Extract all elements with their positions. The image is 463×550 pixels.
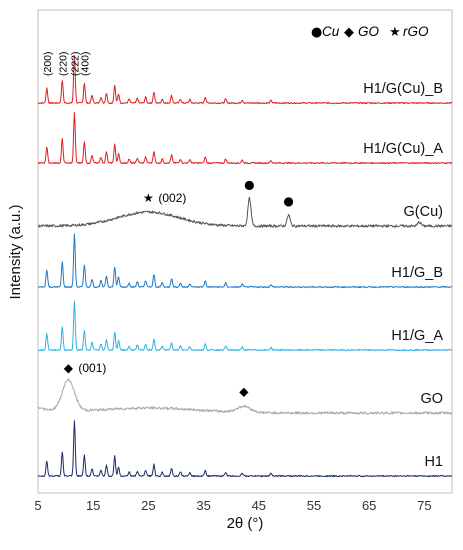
legend-go-label: GO	[358, 24, 380, 39]
x-tick-label-35: 35	[196, 498, 210, 513]
hkl-label-2: (222)	[69, 51, 81, 76]
hkl-label-1: (220)	[57, 51, 69, 76]
legend-go-symbol: ◆	[344, 25, 354, 40]
series-traces	[37, 55, 453, 478]
series-trace-go	[37, 378, 453, 415]
series-trace-h1	[37, 420, 453, 478]
series-labels: H1/G(Cu)_B H1/G(Cu)_A G(Cu) H1/G_B H1/G_A GO H…	[363, 81, 443, 470]
series-label-h1: H1	[424, 454, 443, 470]
x-tick-label-25: 25	[141, 498, 155, 513]
series-label-h1-g-b: H1/G_B	[391, 265, 443, 281]
series-trace-h1-g-b	[37, 233, 453, 289]
legend-cu-label: Cu	[322, 24, 340, 39]
x-tick-label-5: 5	[34, 498, 41, 513]
x-tick-label-55: 55	[307, 498, 321, 513]
series-label-g-cu: G(Cu)	[404, 204, 443, 220]
annotation-label-3: (001)	[78, 361, 106, 375]
x-tick-label-15: 15	[86, 498, 100, 513]
annotation-symbol-4: ◆	[239, 385, 249, 399]
series-trace-h1-g-cu-b	[37, 55, 453, 105]
y-axis-title: Intensity (a.u.)	[7, 204, 24, 299]
series-label-h1-g-a: H1/G_A	[391, 328, 443, 344]
x-tick-label-75: 75	[417, 498, 431, 513]
hkl-label-0: (200)	[42, 51, 54, 76]
annotation-symbol-0: ★	[143, 191, 154, 205]
annotation-symbol-1: ●	[244, 177, 254, 191]
legend-cu-symbol: ●	[311, 25, 322, 40]
x-tick-label-65: 65	[362, 498, 376, 513]
legend-rgo-symbol: ★	[389, 25, 401, 40]
annotation-symbol-2: ●	[283, 194, 293, 208]
series-label-h1-g-cu-b: H1/G(Cu)_B	[363, 81, 443, 97]
legend: ● Cu ◆ GO ★ rGO	[311, 24, 429, 40]
x-axis-title: 2θ (°)	[227, 515, 264, 532]
series-label-go: GO	[420, 391, 443, 407]
series-trace-h1-g-cu-a	[37, 112, 453, 165]
legend-rgo-label: rGO	[403, 24, 429, 39]
series-label-h1-g-cu-a: H1/G(Cu)_A	[363, 141, 443, 157]
x-tick-label-45: 45	[252, 498, 266, 513]
peak-annotations: ★ (002) ● ● ◆ (001) ◆	[64, 177, 294, 398]
series-trace-h1-g-a	[37, 301, 452, 352]
x-axis-ticks: 5 15 25 35 45 55 65 75	[34, 498, 431, 513]
hkl-label-3: (400)	[79, 51, 91, 76]
annotation-label-0: (002)	[158, 191, 186, 205]
hkl-labels: (200) (220) (222)(400)	[42, 51, 92, 76]
series-trace-g-cu	[38, 196, 453, 228]
annotation-symbol-3: ◆	[64, 361, 74, 375]
